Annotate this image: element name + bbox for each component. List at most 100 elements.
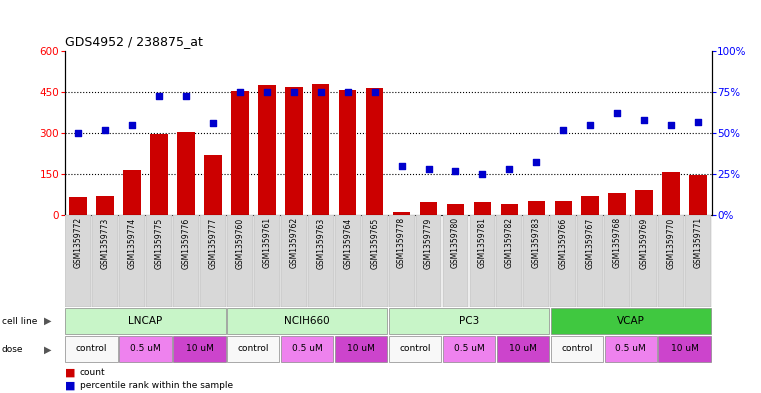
Text: control: control bbox=[237, 344, 269, 353]
Bar bbox=[227, 215, 253, 307]
Point bbox=[342, 89, 354, 95]
Text: 0.5 uM: 0.5 uM bbox=[454, 344, 484, 353]
Text: 0.5 uM: 0.5 uM bbox=[616, 344, 646, 353]
Bar bbox=[527, 201, 545, 215]
Text: GSM1359772: GSM1359772 bbox=[74, 217, 83, 268]
Text: GSM1359771: GSM1359771 bbox=[693, 217, 702, 268]
Bar bbox=[685, 215, 711, 307]
Text: GSM1359767: GSM1359767 bbox=[586, 217, 595, 268]
Text: control: control bbox=[76, 344, 107, 353]
Text: GSM1359770: GSM1359770 bbox=[667, 217, 676, 268]
Text: dose: dose bbox=[2, 345, 23, 354]
Bar bbox=[231, 91, 249, 215]
Text: 0.5 uM: 0.5 uM bbox=[292, 344, 323, 353]
Point bbox=[530, 159, 543, 165]
Text: GSM1359769: GSM1359769 bbox=[640, 217, 648, 268]
Bar bbox=[312, 84, 330, 215]
Bar bbox=[177, 132, 195, 215]
Point bbox=[180, 92, 192, 99]
Bar bbox=[447, 204, 464, 215]
Text: cell line: cell line bbox=[2, 317, 37, 325]
Text: GSM1359768: GSM1359768 bbox=[613, 217, 622, 268]
Bar bbox=[524, 215, 549, 307]
Bar bbox=[658, 215, 684, 307]
Point bbox=[261, 89, 273, 95]
Bar bbox=[420, 202, 438, 215]
Bar bbox=[389, 308, 549, 334]
Point bbox=[611, 110, 623, 117]
Point bbox=[557, 127, 569, 133]
Text: LNCAP: LNCAP bbox=[129, 316, 163, 325]
Text: GSM1359778: GSM1359778 bbox=[397, 217, 406, 268]
Bar bbox=[631, 215, 657, 307]
Text: 10 uM: 10 uM bbox=[509, 344, 537, 353]
Point bbox=[126, 122, 139, 128]
Text: control: control bbox=[561, 344, 593, 353]
Text: GSM1359776: GSM1359776 bbox=[181, 217, 190, 268]
Bar bbox=[65, 215, 91, 307]
Text: GSM1359764: GSM1359764 bbox=[343, 217, 352, 268]
Bar bbox=[174, 336, 225, 362]
Point bbox=[314, 89, 326, 95]
Bar bbox=[366, 88, 384, 215]
Bar bbox=[609, 193, 626, 215]
Text: GSM1359779: GSM1359779 bbox=[424, 217, 433, 268]
Text: ■: ■ bbox=[65, 367, 75, 377]
Text: GSM1359782: GSM1359782 bbox=[505, 217, 514, 268]
Bar bbox=[551, 308, 711, 334]
Text: GSM1359760: GSM1359760 bbox=[235, 217, 244, 268]
Text: 0.5 uM: 0.5 uM bbox=[130, 344, 161, 353]
Bar bbox=[555, 201, 572, 215]
Bar bbox=[473, 202, 491, 215]
Bar bbox=[173, 215, 199, 307]
Text: 10 uM: 10 uM bbox=[186, 344, 213, 353]
Text: GSM1359777: GSM1359777 bbox=[209, 217, 218, 268]
Bar bbox=[578, 215, 603, 307]
Bar bbox=[228, 308, 387, 334]
Point bbox=[99, 127, 111, 133]
Point bbox=[396, 162, 408, 169]
Bar bbox=[254, 215, 280, 307]
Point bbox=[503, 166, 515, 172]
Bar bbox=[335, 215, 361, 307]
Point bbox=[72, 130, 84, 136]
Point bbox=[422, 166, 435, 172]
Text: GSM1359783: GSM1359783 bbox=[532, 217, 541, 268]
Bar bbox=[551, 336, 603, 362]
Bar bbox=[662, 173, 680, 215]
Bar bbox=[204, 155, 221, 215]
Bar bbox=[501, 204, 518, 215]
Text: GSM1359775: GSM1359775 bbox=[154, 217, 164, 268]
Text: ▶: ▶ bbox=[44, 316, 52, 326]
Bar bbox=[307, 215, 333, 307]
Point bbox=[153, 92, 165, 99]
Text: GDS4952 / 238875_at: GDS4952 / 238875_at bbox=[65, 35, 202, 48]
Bar bbox=[146, 215, 172, 307]
Point bbox=[368, 89, 380, 95]
Bar bbox=[65, 336, 118, 362]
Bar bbox=[689, 175, 707, 215]
Point bbox=[234, 89, 246, 95]
Point bbox=[638, 117, 650, 123]
Point bbox=[450, 167, 462, 174]
Bar bbox=[470, 215, 495, 307]
Text: GSM1359765: GSM1359765 bbox=[370, 217, 379, 268]
Bar bbox=[119, 336, 172, 362]
Bar bbox=[92, 215, 118, 307]
Text: NCIH660: NCIH660 bbox=[285, 316, 330, 325]
Bar bbox=[69, 197, 87, 215]
Bar bbox=[497, 336, 549, 362]
Text: GSM1359780: GSM1359780 bbox=[451, 217, 460, 268]
Bar bbox=[443, 215, 469, 307]
Point bbox=[476, 171, 489, 177]
Bar bbox=[339, 90, 356, 215]
Bar bbox=[150, 134, 167, 215]
Text: GSM1359762: GSM1359762 bbox=[289, 217, 298, 268]
Bar bbox=[228, 336, 279, 362]
Point bbox=[207, 120, 219, 127]
Text: GSM1359761: GSM1359761 bbox=[263, 217, 272, 268]
Bar bbox=[581, 196, 599, 215]
Text: ■: ■ bbox=[65, 381, 75, 391]
Bar bbox=[550, 215, 576, 307]
Bar bbox=[200, 215, 226, 307]
